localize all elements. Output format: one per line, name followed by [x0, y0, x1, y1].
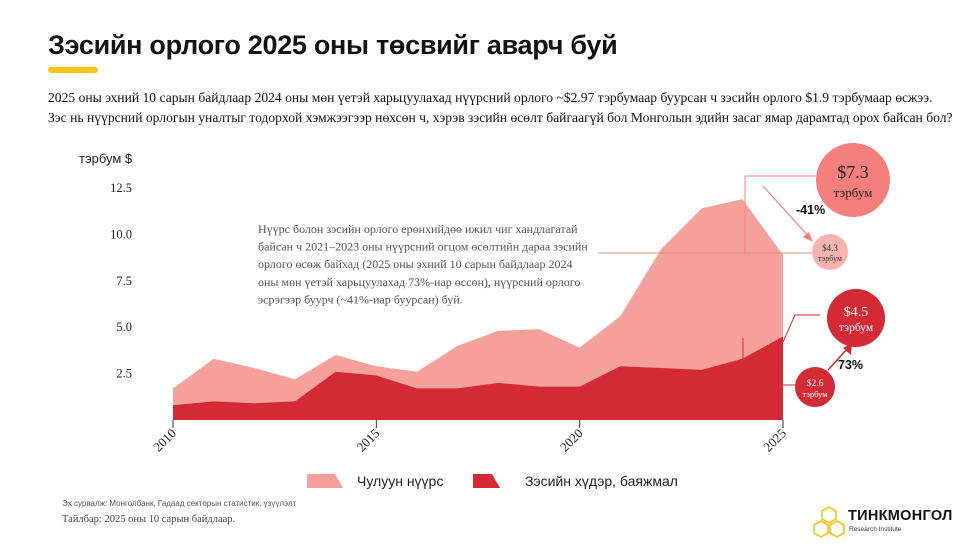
coal-2024-unit: тэрбум [834, 185, 873, 200]
y-tick-label: 7.5 [116, 274, 132, 288]
y-axis-label: тэрбум $ [79, 151, 133, 166]
y-tick-label: 10.0 [110, 227, 132, 241]
legend-coal-swatch [307, 474, 343, 488]
copper-change-label: 73% [838, 358, 863, 372]
annotation-line: орлого өсөж байхад (2025 оны эхний 10 са… [258, 257, 573, 271]
legend-copper-swatch [473, 474, 500, 488]
brand-logo: ТИНКМОНГОЛ Research Institute [812, 503, 972, 543]
annotation-line: эсрэгээр буурч (~41%-иар буурсан) буй. [258, 292, 463, 306]
logo-subtitle: Research Institute [849, 526, 902, 533]
logo-name: ТИНКМОНГОЛ [848, 508, 953, 524]
subtitle-line-1: 2025 оны эхний 10 сарын байдлаар 2024 он… [48, 90, 933, 105]
x-tick-label: 2020 [557, 426, 586, 455]
coal-area [173, 199, 783, 420]
coal-2025-bubble [812, 234, 848, 270]
copper-2024-leader [742, 338, 795, 386]
y-tick-label: 5.0 [116, 320, 132, 334]
coal-2024-value: $7.3 [837, 162, 869, 182]
annotation-line: байсан ч 2021–2023 оны нүүрсний огцом өс… [258, 240, 588, 254]
subtitle-line-2: Зэс нь нүүрсний орлогын уналтыг тодорхой… [48, 110, 953, 125]
legend-copper-label: Зэсийн хүдэр, баяжмал [525, 473, 678, 489]
copper-2025-bubble [827, 289, 885, 347]
coal-change-label: -41% [796, 203, 825, 217]
hexagon-logo-icon [813, 506, 845, 538]
subtitle: 2025 оны эхний 10 сарын байдлаар 2024 он… [48, 88, 958, 128]
copper-2025-unit: тэрбум [839, 322, 874, 334]
y-tick-label: 12.5 [110, 181, 132, 195]
copper-2024-unit: тэрбум [802, 389, 828, 399]
copper-2025-value: $4.5 [844, 305, 869, 320]
source-note: Эх сурвалж: Монголбанк, Гадаад секторын … [62, 499, 297, 508]
page-title: Зэсийн орлого 2025 оны төсвийг аварч буй [48, 30, 618, 60]
copper-2025-leader [782, 314, 820, 343]
coal-2024-bubble [816, 143, 890, 217]
coal-change-arrowhead [803, 232, 813, 242]
coal-2025-unit: тэрбум [818, 254, 842, 263]
coal-2024-leader [744, 175, 816, 255]
footnote: Тайлбар: 2025 оны 10 сарын байдлаар. [62, 514, 236, 525]
legend-coal-label: Чулуун нүүрс [357, 473, 443, 489]
x-tick-label: 2010 [150, 426, 179, 455]
coal-change-arrow [762, 185, 811, 239]
coal-2025-value: $4.3 [822, 243, 838, 253]
copper-change-arrow [827, 347, 849, 371]
copper-2024-bubble [795, 367, 835, 407]
x-tick-label: 2015 [353, 426, 382, 455]
annotation-line: Нүүрс болон зэсийн орлого ерөнхийдөө ижи… [258, 222, 578, 236]
copper-area [173, 336, 783, 420]
x-tick-label: 2025 [760, 426, 789, 455]
copper-2024-value: $2.6 [807, 378, 824, 389]
title-underline [48, 67, 98, 73]
annotation-line: оны мөн үетэй харьцуулахад 73%-иар өссөн… [258, 275, 580, 289]
y-tick-label: 2.5 [116, 367, 132, 381]
